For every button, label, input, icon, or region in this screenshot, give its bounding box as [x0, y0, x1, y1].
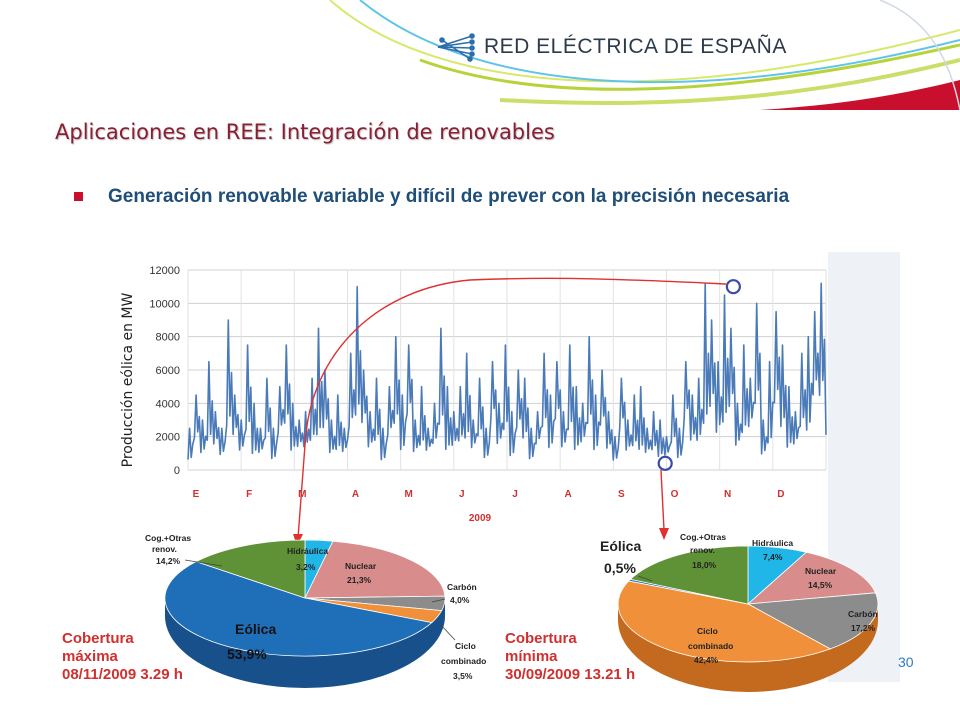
pie-max-hid-value: 3,2% — [296, 562, 316, 572]
y-tick-label: 4000 — [156, 398, 180, 410]
month-label: J — [459, 489, 465, 500]
pie-slice-cog-otras-renov- — [629, 545, 749, 605]
pie-min-eolica-value: 0,5% — [604, 560, 636, 576]
pie-max-nuc-value: 21,3% — [347, 575, 372, 585]
pie-slice-carb-n — [746, 592, 879, 650]
line-chart: 12000 10000 8000 6000 4000 2000 0 E F M A M J J A S O N D… — [149, 265, 827, 524]
pie-min-cog-value: 18,0% — [692, 560, 717, 570]
y-tick-label: 12000 — [149, 265, 180, 277]
leader-line — [439, 623, 456, 641]
header-swoosh — [329, 0, 960, 111]
pie-max-cic-name2: combinado — [441, 656, 486, 666]
pie-min-nuc-name: Nuclear — [805, 566, 837, 576]
series-line — [187, 282, 827, 461]
pie-min-eolica-name: Eólica — [600, 538, 641, 554]
pie-max-nuc-name: Nuclear — [345, 561, 377, 571]
leader-line — [431, 598, 446, 603]
max-coverage-line2: máxima — [62, 648, 118, 665]
pie-min-cog-name1: Cog.+Otras — [680, 532, 726, 542]
month-label: O — [671, 489, 679, 500]
pie-max-cog-name2: renov. — [152, 544, 177, 554]
pie-min-hid-value: 7,4% — [763, 552, 783, 562]
pie-max-cog-value: 14,2% — [156, 556, 181, 566]
month-label: N — [724, 489, 731, 500]
y-tick-label: 0 — [174, 465, 180, 477]
pie-slice-nuclear — [304, 540, 446, 599]
network-icon — [437, 33, 475, 62]
month-label: E — [193, 489, 200, 500]
pie-min-nuc-value: 14,5% — [808, 580, 833, 590]
pie-min-car-name: Carbón — [848, 609, 878, 619]
x-axis-label: 2009 — [469, 513, 492, 524]
y-tick-label: 10000 — [149, 298, 180, 310]
figure: 12000 10000 8000 6000 4000 2000 0 E F M A M J J A S O N D… — [145, 252, 900, 692]
pie-max-eolica-value: 53,9% — [227, 646, 267, 662]
pie-min-cog-name2: renov. — [690, 545, 715, 555]
bullet-square-icon — [74, 192, 83, 201]
bullet-text: Generación renovable variable y difícil … — [108, 186, 790, 207]
slide-title: Aplicaciones en REE: Integración de reno… — [55, 120, 555, 144]
pie-min-cic-value: 42,4% — [694, 655, 719, 665]
min-coverage-line3: 30/09/2009 13.21 h — [505, 666, 636, 683]
pie-slice-nuclear — [746, 551, 877, 605]
pie-max-hid-name: Hidráulica — [287, 546, 328, 556]
pie-max-cic-name1: Ciclo — [455, 641, 476, 651]
y-ticks: 12000 10000 8000 6000 4000 2000 0 — [149, 265, 180, 477]
max-coverage-label: Cobertura máxima 08/11/2009 3.29 h — [62, 630, 183, 684]
pie-max-car-value: 4,0% — [450, 595, 470, 605]
grid — [187, 269, 827, 471]
page-number: 30 — [898, 654, 914, 670]
pie-max-eolica-name: Eólica — [235, 621, 276, 637]
annotation-arrow-max — [297, 277, 727, 539]
y-tick-label: 6000 — [156, 365, 180, 377]
min-marker — [657, 455, 673, 471]
month-label: S — [618, 489, 625, 500]
pie-max: Eólica 53,9% Cog.+Otras renov. 14,2% Hid… — [145, 533, 486, 688]
pie-min-cic-name2: combinado — [688, 641, 733, 651]
pie-min-hid-name: Hidráulica — [752, 538, 793, 548]
month-label: M — [404, 489, 412, 500]
min-coverage-line1: Cobertura — [505, 630, 577, 647]
pie-max-cog-name1: Cog.+Otras — [145, 533, 191, 543]
pie-min-car-value: 17,2% — [851, 623, 876, 633]
month-label: J — [512, 489, 518, 500]
max-coverage-line1: Cobertura — [62, 630, 134, 647]
logo-text: RED ELÉCTRICA DE ESPAÑA — [484, 35, 787, 58]
max-marker — [725, 279, 741, 295]
markers — [657, 279, 741, 471]
leader-line — [184, 559, 223, 567]
annotation-arrow-min — [660, 469, 665, 531]
leader-line — [637, 575, 653, 582]
month-label: F — [246, 489, 252, 500]
month-label: A — [352, 489, 359, 500]
y-axis-label: Producción eólica en MW — [120, 292, 136, 468]
ree-logo: RED ELÉCTRICA DE ESPAÑA — [436, 32, 787, 62]
arrow-head-min — [659, 528, 669, 540]
max-coverage-line3: 08/11/2009 3.29 h — [62, 666, 183, 683]
month-label: M — [298, 489, 306, 500]
pie-slice-e-lica — [164, 561, 433, 657]
y-tick-label: 8000 — [156, 332, 180, 344]
pie-min-cic-name1: Ciclo — [697, 626, 718, 636]
pie-min: Eólica 0,5% Cog.+Otras renov. 18,0% Hidr… — [600, 532, 879, 692]
month-label: A — [565, 489, 572, 500]
min-coverage-label: Cobertura mínima 30/09/2009 13.21 h — [505, 630, 635, 684]
month-label: D — [777, 489, 784, 500]
pie-slice-cog-otras-renov- — [195, 539, 306, 599]
pie-max-cic-value: 3,5% — [453, 671, 473, 681]
pie-max-car-name: Carbón — [447, 582, 477, 592]
y-tick-label: 2000 — [156, 432, 180, 444]
min-coverage-line2: mínima — [505, 648, 558, 665]
pie-slice-ciclo-combinado — [617, 580, 832, 663]
